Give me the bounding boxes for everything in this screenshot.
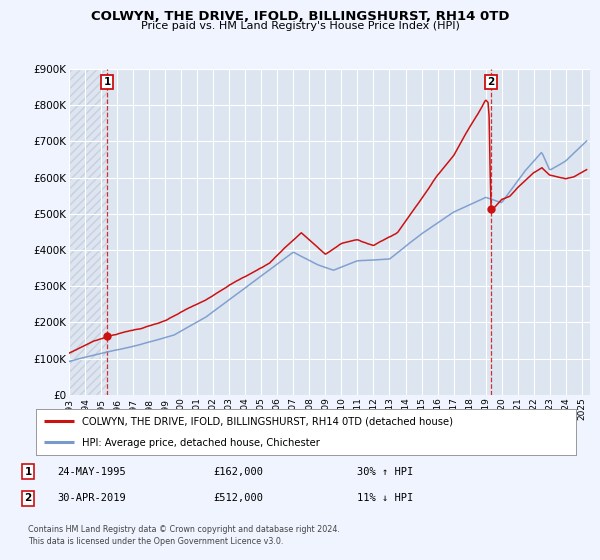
- Text: 2: 2: [25, 493, 32, 503]
- Text: Contains HM Land Registry data © Crown copyright and database right 2024.
This d: Contains HM Land Registry data © Crown c…: [28, 525, 340, 546]
- Text: 1: 1: [104, 77, 111, 87]
- Text: COLWYN, THE DRIVE, IFOLD, BILLINGSHURST, RH14 0TD: COLWYN, THE DRIVE, IFOLD, BILLINGSHURST,…: [91, 10, 509, 23]
- Text: 1: 1: [25, 466, 32, 477]
- Text: £162,000: £162,000: [213, 466, 263, 477]
- Text: 30-APR-2019: 30-APR-2019: [57, 493, 126, 503]
- Text: 2: 2: [487, 77, 494, 87]
- Bar: [69, 69, 107, 395]
- Text: 24-MAY-1995: 24-MAY-1995: [57, 466, 126, 477]
- Text: COLWYN, THE DRIVE, IFOLD, BILLINGSHURST, RH14 0TD (detached house): COLWYN, THE DRIVE, IFOLD, BILLINGSHURST,…: [82, 417, 453, 427]
- Text: Price paid vs. HM Land Registry's House Price Index (HPI): Price paid vs. HM Land Registry's House …: [140, 21, 460, 31]
- Text: £512,000: £512,000: [213, 493, 263, 503]
- Text: 30% ↑ HPI: 30% ↑ HPI: [357, 466, 413, 477]
- Text: 11% ↓ HPI: 11% ↓ HPI: [357, 493, 413, 503]
- Text: HPI: Average price, detached house, Chichester: HPI: Average price, detached house, Chic…: [82, 438, 320, 448]
